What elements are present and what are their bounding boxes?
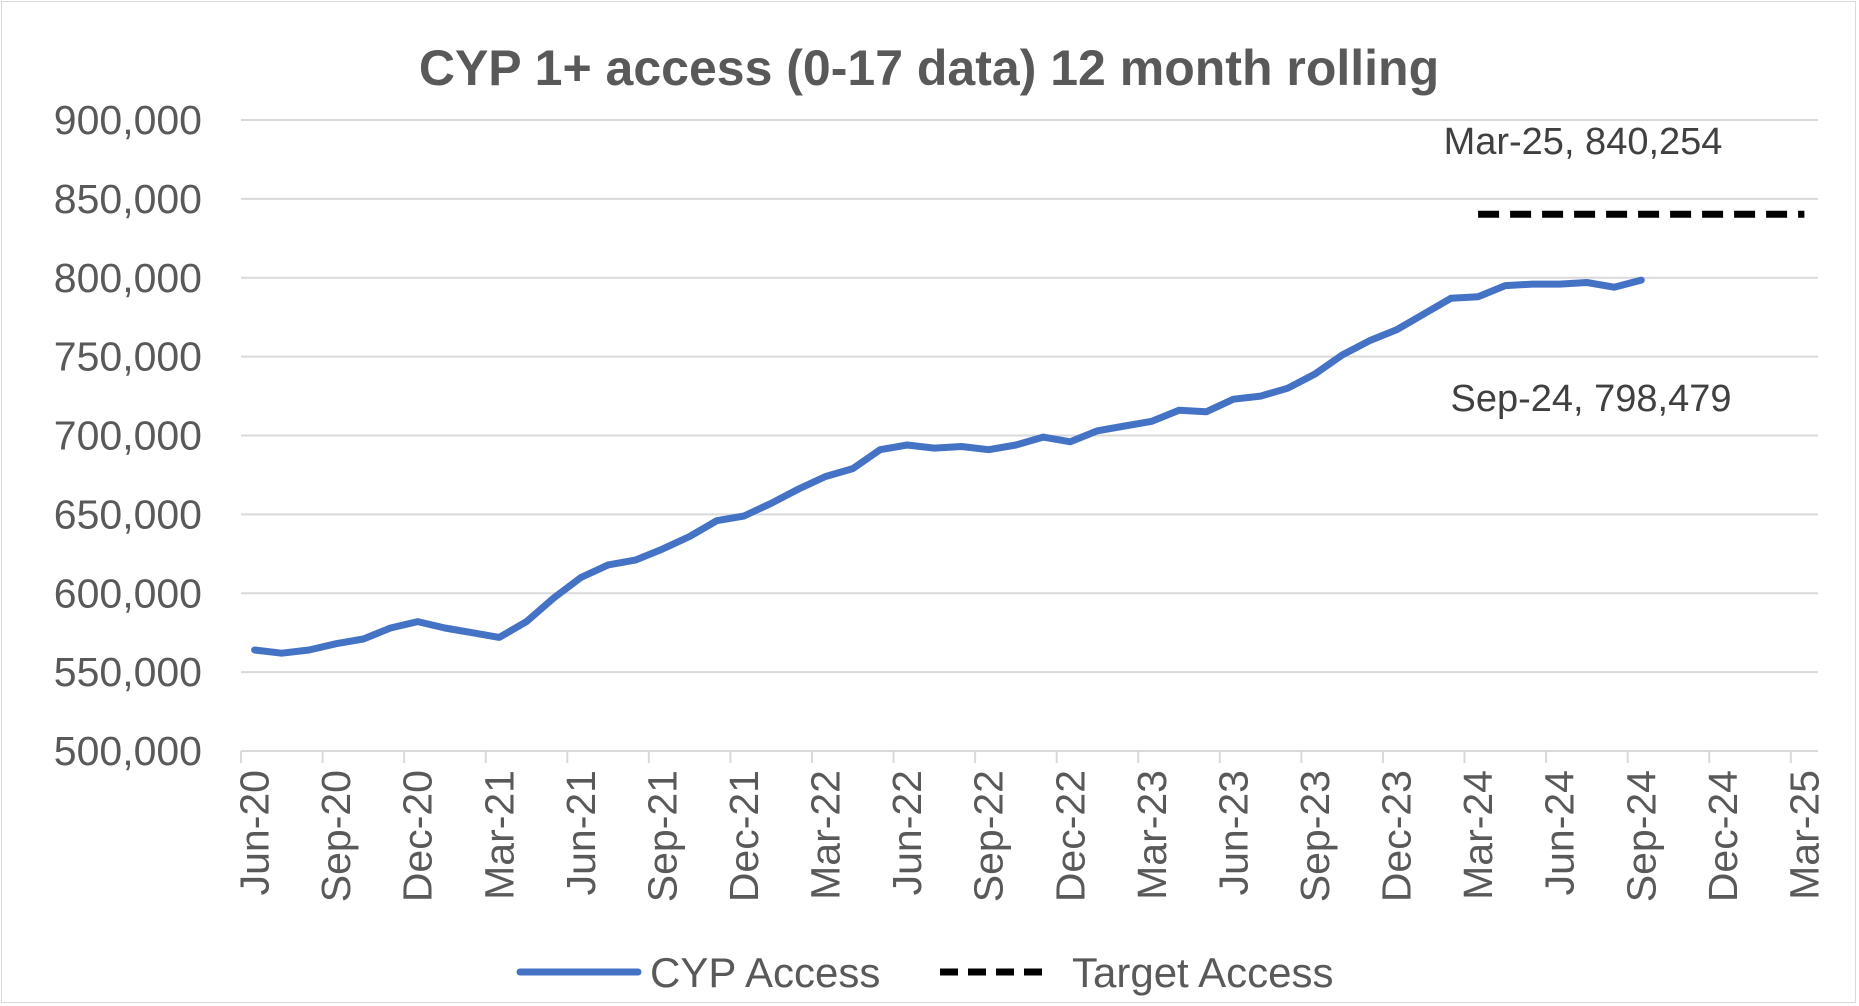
series-line-cyp-access bbox=[251, 276, 1645, 657]
y-tick-label: 900,000 bbox=[54, 97, 202, 143]
series-layer bbox=[251, 210, 1805, 657]
y-tick-label: 600,000 bbox=[54, 570, 202, 616]
x-axis: Jun-20 Sep-20 Dec-20 Mar-21 Jun-21 Sep-21 Dec-… bbox=[232, 750, 1827, 902]
legend-label-cyp-access: CYP Access bbox=[650, 949, 880, 996]
x-tick-label: Jun-22 bbox=[884, 770, 930, 895]
x-tick-label: Jun-24 bbox=[1537, 770, 1583, 895]
y-tick-label: 800,000 bbox=[54, 255, 202, 301]
y-tick-label: 700,000 bbox=[54, 413, 202, 459]
y-tick-label: 500,000 bbox=[54, 728, 202, 774]
legend: CYP Access Target Access bbox=[516, 949, 1333, 996]
x-tick-label: Mar-24 bbox=[1455, 770, 1501, 900]
y-tick-label: 750,000 bbox=[54, 334, 202, 380]
x-tick-label: Mar-22 bbox=[803, 770, 849, 900]
chart-title: CYP 1+ access (0-17 data) 12 month rolli… bbox=[419, 40, 1439, 96]
y-tick-label: 850,000 bbox=[54, 176, 202, 222]
x-tick-label: Sep-22 bbox=[966, 770, 1012, 902]
x-tick-label: Dec-22 bbox=[1047, 770, 1093, 902]
y-axis-ticks: 900,000 850,000 800,000 750,000 700,000 650,0… bbox=[54, 97, 202, 774]
x-tick-label: Jun-21 bbox=[558, 770, 604, 895]
cyp-data-label: Sep-24, 798,479 bbox=[1450, 378, 1731, 420]
target-data-label: Mar-25, 840,254 bbox=[1444, 121, 1723, 163]
x-tick-label: Jun-23 bbox=[1210, 770, 1256, 895]
x-tick-label: Dec-24 bbox=[1700, 770, 1746, 902]
x-tick-label: Sep-23 bbox=[1292, 770, 1338, 902]
x-tick-label: Sep-24 bbox=[1618, 770, 1664, 902]
x-tick-label: Sep-21 bbox=[639, 770, 685, 902]
y-tick-label: 650,000 bbox=[54, 491, 202, 537]
legend-label-target-access: Target Access bbox=[1072, 949, 1333, 996]
x-tick-label: Jun-20 bbox=[232, 770, 278, 895]
y-tick-label: 550,000 bbox=[54, 649, 202, 695]
x-tick-label: Mar-23 bbox=[1129, 770, 1175, 900]
x-tick-label: Mar-21 bbox=[476, 770, 522, 900]
x-tick-label: Sep-20 bbox=[313, 770, 359, 902]
x-tick-label: Dec-23 bbox=[1374, 770, 1420, 902]
x-tick-label: Dec-20 bbox=[395, 770, 441, 902]
gridlines bbox=[241, 119, 1818, 674]
x-tick-label: Dec-21 bbox=[721, 770, 767, 902]
x-tick-label: Mar-25 bbox=[1781, 770, 1827, 900]
